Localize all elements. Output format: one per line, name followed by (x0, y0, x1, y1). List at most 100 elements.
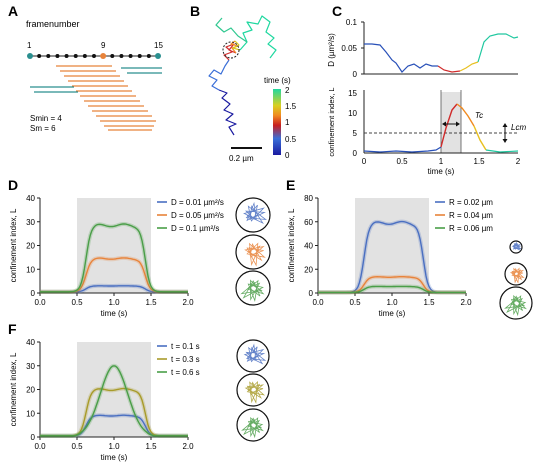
y-tick-label: 0 (31, 433, 36, 442)
l-trace-rise (440, 103, 458, 148)
chart-f: 0 10 20 30 40 0.0 0.5 1.0 1.5 2.0 time (s) confinem… (9, 338, 270, 462)
trajectory (208, 15, 277, 136)
diffusion-trace (364, 33, 519, 73)
colorbar-title: time (s) (264, 76, 291, 85)
trajectory-inset (504, 262, 528, 286)
chart-e: 0 20 40 60 80 0.0 0.5 1.0 1.5 2.0 time (s) confinem… (287, 194, 533, 320)
frame-dot (37, 54, 42, 58)
c-xlabel: time (s) (428, 167, 455, 176)
d-trace-mid (437, 65, 461, 73)
trajectory-inset (236, 339, 270, 373)
x-tick-label: 0.0 (34, 442, 46, 451)
legend-entry: D = 0.05 µm²/s (171, 211, 224, 220)
y-tick-label: 60 (304, 218, 313, 227)
c-xtick-2: 2 (516, 157, 521, 166)
inset-trajectory (511, 241, 522, 251)
trajectory-segment (223, 43, 237, 61)
cbar-tick-2: 2 (285, 86, 290, 95)
x-axis-label: time (s) (101, 453, 128, 462)
y-tick-label: 0 (31, 289, 36, 298)
c-xtick-1: 1 (439, 157, 444, 166)
y-tick-label: 0 (309, 289, 314, 298)
confinement-trace (363, 103, 519, 153)
trajectory-segment (208, 59, 230, 91)
panel-label-b: B (190, 3, 200, 19)
x-axis-label: time (s) (379, 309, 406, 318)
panel-label-d: D (8, 177, 18, 193)
panel-label-c: C (332, 3, 342, 19)
panel-label-a: A (8, 3, 18, 19)
trajectory-inset (499, 286, 533, 320)
y-tick-label: 40 (26, 194, 35, 203)
c-xtick-0: 0 (362, 157, 367, 166)
x-tick-label: 1.5 (423, 298, 435, 307)
panel-e: E 0 20 40 60 80 0.0 0.5 1.0 1.5 2.0 time (s) confin… (286, 177, 533, 320)
y-tick-label: 80 (304, 194, 313, 203)
x-tick-label: 1.0 (386, 298, 398, 307)
c-bot-ytick-15: 15 (348, 89, 357, 98)
x-tick-label: 1.5 (145, 442, 157, 451)
inset-trajectory (243, 343, 267, 365)
frame-dot (92, 54, 96, 58)
trajectory-inset (236, 408, 270, 442)
frame-dot (119, 54, 124, 58)
d-trace-early (364, 43, 438, 73)
cbar-tick-0: 0 (285, 151, 290, 160)
inset-trajectory (504, 294, 527, 317)
trajectory-inset (509, 240, 523, 254)
cbar-tick-1: 1 (285, 118, 290, 127)
x-tick-label: 1.0 (108, 298, 120, 307)
inset-trajectory (244, 380, 266, 404)
series-line (318, 285, 466, 294)
inset-trajectory (244, 242, 266, 267)
panel-label-e: E (286, 177, 295, 193)
series-line (40, 365, 188, 437)
x-axis-label: time (s) (101, 309, 128, 318)
frame-dot (155, 53, 161, 59)
y-tick-label: 10 (26, 265, 35, 274)
legend-entry: t = 0.1 s (171, 342, 200, 351)
smin-label: Smin = 4 (30, 114, 62, 123)
y-tick-label: 20 (304, 265, 313, 274)
y-tick-label: 40 (304, 242, 313, 251)
frame-dot (146, 54, 151, 58)
lcm-label: Lcm (511, 123, 526, 132)
x-tick-label: 1.0 (108, 442, 120, 451)
y-tick-label: 30 (26, 218, 35, 227)
c-top-ytick-01: 0.1 (346, 18, 358, 27)
segment-lines (30, 65, 162, 131)
legend-entry: R = 0.04 µm (449, 211, 493, 220)
tc-label: Tc (475, 111, 483, 120)
panel-a: A framenumber 1 9 15 Smin = 4 Sm = 6 (8, 3, 163, 133)
l-trace-early (363, 146, 442, 153)
trajectory-segment (218, 89, 237, 136)
time-colorbar (273, 89, 281, 155)
cbar-tick-05: 0.5 (285, 135, 297, 144)
trajectory-inset (235, 270, 271, 306)
c-confined-region (441, 92, 461, 153)
x-tick-label: 2.0 (182, 298, 194, 307)
stimulus-shade (77, 198, 151, 293)
d-trace-late (459, 61, 479, 72)
legend-entry: t = 0.6 s (171, 368, 200, 377)
y-tick-label: 40 (26, 338, 35, 347)
inset-trajectory (243, 201, 268, 224)
panel-f: F 0 10 20 30 40 0.0 0.5 1.0 1.5 2.0 time (s) confin… (8, 321, 270, 462)
y-tick-label: 20 (26, 242, 35, 251)
x-tick-label: 0.5 (71, 442, 83, 451)
frame-tick-1: 1 (27, 41, 32, 50)
x-tick-label: 0.0 (34, 298, 46, 307)
l-trace-fall (473, 125, 487, 151)
c-bot-ytick-10: 10 (348, 109, 357, 118)
x-tick-label: 0.5 (349, 298, 361, 307)
frame-dot (100, 53, 107, 59)
l-trace-end (485, 149, 519, 153)
trajectory-segment (239, 15, 277, 59)
panel-label-f: F (8, 321, 17, 337)
panel-d: D 0 10 20 30 40 0.0 0.5 1.0 1.5 2.0 time (s) confin… (8, 177, 271, 318)
l-trace-peak (456, 103, 475, 127)
trajectory-inset (236, 373, 270, 407)
y-axis-label: confinement index, L (9, 208, 18, 282)
series-line (40, 223, 188, 293)
